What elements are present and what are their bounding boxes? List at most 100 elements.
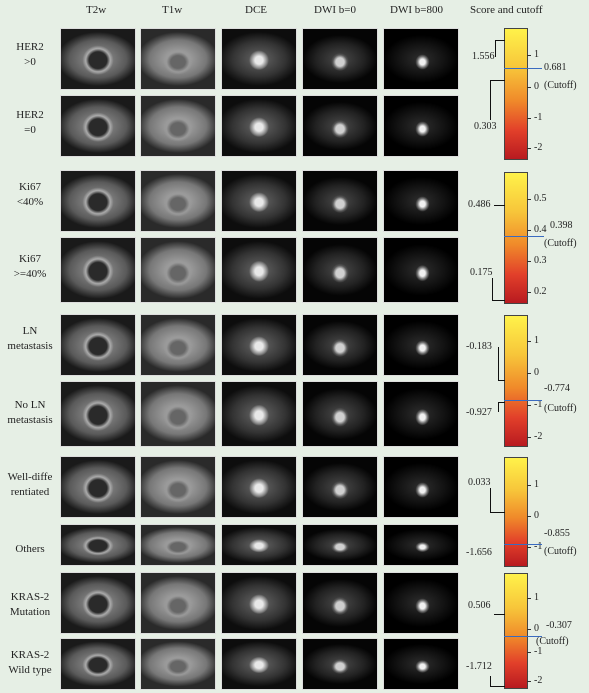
mri-dce-image: [221, 638, 297, 690]
mri-dce-image: [221, 456, 297, 518]
mri-t2w-image: [60, 237, 136, 303]
colorbar-tick: 1: [534, 49, 539, 60]
mri-dce-image: [221, 314, 297, 376]
row-label-ln-metastasis: LN metastasis: [7, 325, 53, 352]
mri-dwi-b0-image: [302, 381, 378, 447]
mri-dce-image: [221, 524, 297, 566]
score-value: -0.183: [466, 341, 492, 352]
cutoff-line: [504, 544, 542, 545]
cutoff-value: 0.681: [544, 62, 567, 73]
mri-t1w-image: [140, 170, 216, 232]
mri-dwi-b800-image: [383, 381, 459, 447]
mri-dwi-b800-image: [383, 456, 459, 518]
mri-dwi-b0-image: [302, 572, 378, 634]
cutoff-value: 0.398: [550, 220, 573, 231]
mri-t2w-image: [60, 456, 136, 518]
score-value: 0.033: [468, 477, 491, 488]
colorbar-tick: 0: [534, 81, 539, 92]
mri-t1w-image: [140, 572, 216, 634]
row-label-kras-mutation: KRAS-2 Mutation: [9, 591, 51, 618]
score-value: 1.556: [472, 51, 495, 62]
mri-dce-image: [221, 381, 297, 447]
cutoff-value: -0.774: [544, 383, 570, 394]
mri-dwi-b0-image: [302, 524, 378, 566]
colorbar-tick: 0: [534, 367, 539, 378]
mri-dwi-b0-image: [302, 638, 378, 690]
colorbar-tick: 0.5: [534, 193, 547, 204]
mri-t2w-image: [60, 314, 136, 376]
colorbar-tick: -1: [534, 646, 543, 657]
colorbar-tick: 0.4: [534, 224, 547, 235]
row-label-her2-zero: HER2 =0: [16, 109, 44, 136]
colorbar-tick: 0.3: [534, 255, 547, 266]
score-colorbar: [504, 315, 528, 447]
row-label-well-differentiated: Well-diffe rentiated: [7, 471, 53, 498]
cutoff-label: (Cutoff): [544, 546, 577, 557]
score-colorbar: [504, 573, 528, 689]
score-value: -1.656: [466, 547, 492, 558]
mri-t1w-image: [140, 381, 216, 447]
colorbar-tick: -2: [534, 142, 543, 153]
mri-dwi-b800-image: [383, 237, 459, 303]
cutoff-line: [504, 636, 542, 637]
cutoff-value: -0.855: [544, 528, 570, 539]
mri-dce-image: [221, 237, 297, 303]
mri-dwi-b0-image: [302, 314, 378, 376]
row-label-no-ln-metastasis: No LN metastasis: [7, 399, 53, 426]
header-dwi-b0: DWI b=0: [314, 4, 356, 16]
mri-dwi-b800-image: [383, 524, 459, 566]
colorbar-tick: 0: [534, 510, 539, 521]
mri-t2w-image: [60, 524, 136, 566]
cutoff-label: (Cutoff): [544, 238, 577, 249]
colorbar-tick: 0: [534, 623, 539, 634]
mri-dce-image: [221, 170, 297, 232]
colorbar-tick: -1: [534, 399, 543, 410]
row-label-others: Others: [15, 543, 45, 555]
row-label-kras-wild-type: KRAS-2 Wild type: [8, 649, 52, 676]
cutoff-line: [504, 236, 544, 237]
colorbar-tick: -1: [534, 112, 543, 123]
mri-t1w-image: [140, 95, 216, 157]
cutoff-value: -0.307: [546, 620, 572, 631]
mri-t1w-image: [140, 314, 216, 376]
score-value: 0.506: [468, 600, 491, 611]
cutoff-label: (Cutoff): [544, 80, 577, 91]
row-label-ki67-high: Ki67 >=40%: [13, 253, 47, 280]
mri-dwi-b0-image: [302, 170, 378, 232]
row-label-ki67-low: Ki67 <40%: [16, 181, 44, 208]
mri-dwi-b800-image: [383, 638, 459, 690]
mri-dwi-b800-image: [383, 95, 459, 157]
mri-t2w-image: [60, 95, 136, 157]
colorbar-tick: 1: [534, 335, 539, 346]
mri-dce-image: [221, 95, 297, 157]
score-value: -1.712: [466, 661, 492, 672]
score-value: 0.175: [470, 267, 493, 278]
mri-dwi-b800-image: [383, 170, 459, 232]
mri-dwi-b0-image: [302, 237, 378, 303]
score-value: 0.486: [468, 199, 491, 210]
cutoff-label: (Cutoff): [536, 636, 569, 647]
mri-t1w-image: [140, 638, 216, 690]
score-colorbar: [504, 172, 528, 304]
score-colorbar: [504, 28, 528, 160]
colorbar-tick: -2: [534, 675, 543, 686]
mri-dwi-b0-image: [302, 95, 378, 157]
header-dce: DCE: [245, 4, 267, 16]
cutoff-label: (Cutoff): [544, 403, 577, 414]
row-label-her2-pos: HER2 >0: [16, 41, 44, 68]
mri-t1w-image: [140, 456, 216, 518]
header-dwi-b800: DWI b=800: [390, 4, 443, 16]
mri-t2w-image: [60, 638, 136, 690]
cutoff-line: [504, 400, 542, 401]
colorbar-tick: 0.2: [534, 286, 547, 297]
mri-t1w-image: [140, 524, 216, 566]
score-value: 0.303: [474, 121, 497, 132]
cutoff-line: [504, 68, 542, 69]
colorbar-tick: 1: [534, 479, 539, 490]
mri-dwi-b800-image: [383, 314, 459, 376]
mri-dwi-b800-image: [383, 28, 459, 90]
mri-dwi-b800-image: [383, 572, 459, 634]
mri-dwi-b0-image: [302, 28, 378, 90]
mri-dce-image: [221, 28, 297, 90]
mri-t2w-image: [60, 170, 136, 232]
